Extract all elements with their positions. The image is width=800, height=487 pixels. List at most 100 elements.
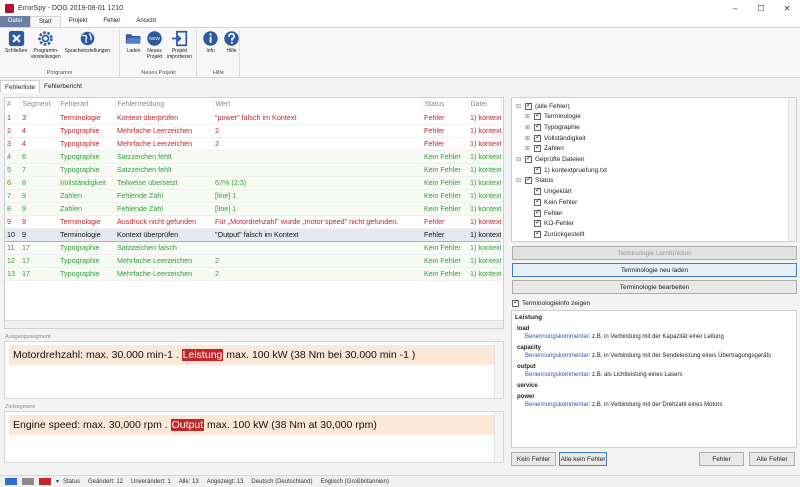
tree-expander-icon[interactable]: ⊞ [525, 114, 531, 121]
close-project-button[interactable]: Schließen [3, 30, 29, 66]
tree-expander-icon[interactable]: ⊟ [516, 103, 522, 110]
tree-item-checkbox[interactable] [534, 229, 541, 238]
table-row[interactable]: 6 8 Vollständigkeit Teilweise übersetzt 67% … [5, 176, 501, 190]
tree-item-checkbox[interactable] [534, 133, 541, 142]
terminology-info-toggle[interactable]: Terminologieinfo zeigen [512, 298, 590, 308]
column-header-segment[interactable]: Segment [20, 98, 59, 111]
tree-vertical-scrollbar[interactable] [788, 98, 796, 241]
tree-expander-icon[interactable]: ⊞ [525, 146, 531, 153]
table-row[interactable]: 5 7 Typographie Satzzeichen fehlt Kein Fehle… [5, 163, 501, 177]
import-project-button[interactable]: Projekt importieren [165, 30, 194, 66]
minimize-button[interactable]: – [732, 3, 738, 13]
column-header-number[interactable]: # [5, 98, 21, 111]
cell-fehlerart: Typographie [58, 163, 115, 177]
grid-horizontal-scrollbar[interactable] [5, 320, 503, 328]
tree-item-checkbox[interactable] [534, 208, 541, 217]
column-header-wert[interactable]: Wert [213, 98, 423, 111]
tree-item[interactable]: ⊟ Status [516, 175, 553, 186]
fehler-button[interactable]: Fehler [699, 452, 744, 466]
tab-ansicht[interactable]: Ansicht [136, 18, 157, 24]
tree-item[interactable]: ⊞ Terminologie [525, 111, 581, 122]
tree-item-checkbox[interactable] [534, 197, 541, 206]
column-header-status[interactable]: Status [422, 98, 469, 111]
status-color-red[interactable] [39, 478, 51, 485]
tab-start[interactable]: Start [30, 16, 61, 27]
kein-fehler-button[interactable]: Kein Fehler [511, 452, 556, 466]
terminology-info-checkbox[interactable] [512, 298, 519, 307]
tree-expander-icon[interactable]: ⊟ [516, 178, 522, 185]
tree-expander-icon[interactable]: ⊞ [525, 124, 531, 131]
tree-item-checkbox[interactable] [534, 143, 541, 153]
column-header-fehlerart[interactable]: Fehlerart [58, 98, 116, 111]
tab-fehlerbericht[interactable]: Fehlerbericht [43, 83, 82, 90]
table-row[interactable]: 11 17 Typographie Satzzeichen falsch Kein Fe… [5, 241, 501, 255]
alle-kein-fehler-button[interactable]: Alle kein Fehler [559, 452, 607, 466]
table-row[interactable]: 1 3 Terminologie Kontext überprüfen "power" … [5, 111, 501, 125]
status-color-gray[interactable] [22, 478, 34, 485]
program-settings-button[interactable]: Programm- einstellungen [29, 30, 62, 66]
status-color-blue[interactable] [5, 478, 17, 485]
tree-item[interactable]: Fehler [525, 208, 562, 218]
source-vertical-scrollbar[interactable] [494, 342, 503, 398]
table-row[interactable]: 8 9 Zahlen Fehlende Zahl [line] 1 Kein Fehler… [5, 202, 501, 216]
info-comment-key[interactable]: Benennungskommentar [525, 353, 589, 359]
info-term: capacity [517, 345, 542, 351]
help-button[interactable]: Hilfe [221, 30, 242, 66]
tree-expander-icon[interactable]: ⊞ [525, 135, 531, 142]
error-list-grid[interactable]: # Segment Fehlerart Fehlermeldung Wert S… [4, 97, 504, 329]
info-comment-key[interactable]: Benennungskommentar [525, 372, 589, 378]
table-row[interactable]: 7 9 Zahlen Fehlende Zahl [line] 1 Kein Fehler… [5, 189, 501, 203]
source-segment-panel[interactable]: Motordrehzahl: max. 30.000 min-1 . Leist… [4, 341, 504, 399]
tab-fehler[interactable]: Fehler [103, 18, 121, 24]
info-comment-key[interactable]: Benennungskommentar [525, 402, 589, 408]
tree-item[interactable]: Kein Fehler [525, 197, 577, 207]
tree-item-checkbox[interactable] [525, 175, 532, 185]
tree-item-checkbox[interactable] [534, 218, 541, 228]
tree-item[interactable]: KO-Fehler [525, 218, 574, 229]
tree-item[interactable]: Ungeklärt [525, 186, 572, 197]
tree-item-checkbox[interactable] [534, 122, 541, 131]
table-row[interactable]: 4 6 Typographie Satzzeichen fehlt Kein Fehle… [5, 150, 501, 164]
info-button[interactable]: Info [200, 30, 221, 66]
filter-tree[interactable]: ⊟(alle Fehler)⊞Terminologie⊞Typographie⊞… [511, 97, 797, 242]
terminology-learn-button[interactable]: Terminologie Lernfunktion [512, 246, 797, 260]
tree-item-checkbox[interactable] [534, 165, 541, 174]
close-button[interactable]: ✕ [783, 3, 791, 13]
tree-item[interactable]: ⊞ Vollständigkeit [525, 133, 586, 143]
tree-item[interactable]: ⊟ (alle Fehler) [516, 101, 570, 111]
tree-expander-icon[interactable]: ⊟ [516, 157, 522, 163]
tree-item[interactable]: ⊞ Typographie [525, 122, 580, 132]
info-comment-key[interactable]: Benennungskommentar [525, 334, 589, 340]
table-row[interactable]: 12 17 Typographie Mehrfache Leerzeichen 2 Kei… [5, 254, 501, 268]
terminology-reload-button[interactable]: Terminologie neu laden [512, 263, 797, 277]
table-row[interactable]: 3 4 Typographie Mehrfache Leerzeichen 2 Fehle… [5, 137, 501, 151]
terminology-edit-button[interactable]: Terminologie bearbeiten [512, 280, 797, 294]
target-segment-panel[interactable]: Engine speed: max. 30,000 rpm . Output m… [4, 411, 504, 463]
tab-datei[interactable]: Datei [0, 16, 31, 27]
tree-item-label: Geprüfte Dateien [535, 156, 585, 163]
table-row[interactable]: 2 4 Typographie Mehrfache Leerzeichen 2 Fehle… [5, 124, 501, 138]
load-button[interactable]: Laden [123, 30, 144, 66]
tree-item-checkbox[interactable] [534, 186, 541, 196]
tree-item-checkbox[interactable] [525, 101, 532, 110]
status-dropdown-icon[interactable]: ▼ [55, 478, 60, 485]
tree-item[interactable]: ⊞ Zahlen [525, 143, 564, 154]
tree-item-checkbox[interactable] [534, 111, 541, 121]
table-row[interactable]: 10 9 Terminologie Kontext überprüfen "Output… [5, 227, 501, 242]
tree-item[interactable]: Zurückgestellt [525, 229, 584, 239]
new-project-button[interactable]: NEW Neues Projekt [144, 30, 165, 66]
maximize-button[interactable]: ☐ [757, 3, 765, 13]
tree-item[interactable]: 1) kontextpruefung.txt [525, 165, 607, 175]
tree-item[interactable]: ⊟ Geprüfte Dateien [516, 154, 585, 165]
table-row[interactable]: 13 17 Typographie Mehrfache Leerzeichen 2 Kei… [5, 267, 501, 281]
tab-projekt[interactable]: Projekt [68, 18, 88, 24]
alle-fehler-button[interactable]: Alle Fehler [749, 452, 795, 466]
language-settings-button[interactable]: Spracheinstellungen [63, 30, 112, 66]
target-vertical-scrollbar[interactable] [494, 412, 503, 462]
column-header-datei[interactable]: Datei [468, 98, 502, 111]
cell-fehlermeldung: Kontext überprüfen [115, 111, 213, 125]
table-row[interactable]: 9 9 Terminologie Ausdruck nicht gefunden Für… [5, 215, 501, 229]
tree-item-checkbox[interactable] [525, 154, 532, 163]
column-header-fehlermeldung[interactable]: Fehlermeldung [115, 98, 214, 111]
tab-fehlerliste[interactable]: Fehlerliste [0, 80, 40, 93]
